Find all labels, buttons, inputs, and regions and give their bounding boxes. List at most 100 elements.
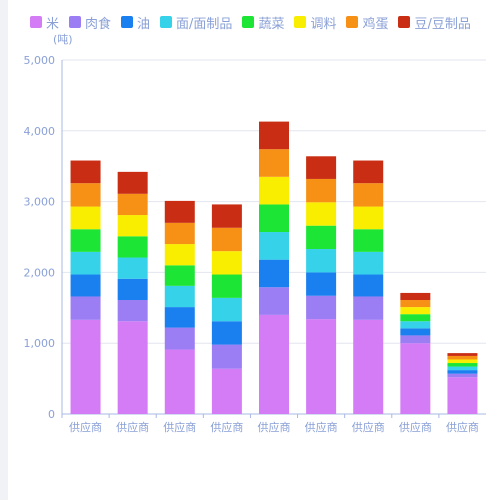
bar-segment: [353, 229, 384, 252]
legend-item[interactable]: 鸡蛋: [346, 13, 388, 32]
legend-swatch: [30, 16, 42, 28]
bar-segment: [211, 344, 242, 369]
bar-segment: [353, 206, 384, 230]
chart-legend: 米 肉食 油 面/面制品 蔬菜 调料 鸡蛋 豆/豆制品: [30, 12, 471, 32]
legend-label: 米: [46, 16, 60, 32]
bar-segment: [306, 156, 337, 179]
y-tick-label: 1,000: [24, 337, 56, 350]
x-tick-label: 供应商: [163, 420, 196, 434]
bar-segment: [259, 232, 289, 260]
legend-item[interactable]: 油: [121, 13, 150, 32]
bar-segment: [70, 183, 101, 207]
bar-segment: [70, 319, 101, 414]
bar-segment: [70, 274, 101, 297]
bar-segment: [400, 321, 431, 329]
bar-segment: [117, 171, 148, 194]
bar-segment: [447, 353, 478, 356]
legend-item[interactable]: 肉食: [69, 13, 111, 32]
bar-segment: [259, 314, 289, 414]
bar-segment: [306, 178, 337, 203]
bar-segment: [353, 251, 384, 275]
x-tick-label: 供应商: [210, 420, 243, 434]
bar-segment: [259, 204, 289, 233]
bar-segment: [211, 297, 242, 322]
bar-segment: [211, 251, 242, 275]
y-tick-label: 4,000: [24, 125, 56, 138]
bar-segment: [164, 265, 195, 286]
legend-label: 鸡蛋: [362, 16, 389, 32]
legend-swatch: [69, 16, 82, 28]
legend-swatch: [160, 16, 173, 28]
bar-segment: [117, 321, 148, 414]
legend-item[interactable]: 米: [30, 13, 59, 32]
x-tick-label: 供应商: [69, 420, 102, 434]
bar-segment: [70, 160, 101, 184]
left-edge-strip: [0, 0, 8, 500]
bar-segment: [447, 370, 478, 374]
bar-segment: [164, 244, 195, 266]
bar-segment: [306, 202, 337, 226]
bar-segment: [447, 377, 478, 414]
x-tick-label: 供应商: [446, 420, 479, 434]
bar-segment: [164, 222, 195, 245]
bar-segment: [164, 349, 195, 414]
legend-label: 豆/豆制品: [414, 16, 471, 32]
bar-segment: [400, 328, 431, 336]
bar-segment: [353, 160, 384, 184]
legend-label: 肉食: [85, 16, 112, 32]
bar-segment: [70, 296, 101, 320]
x-tick-label: 供应商: [305, 420, 338, 434]
bar-segment: [447, 363, 478, 367]
bar-segment: [259, 121, 289, 150]
legend-item[interactable]: 调料: [294, 13, 336, 32]
bar-segment: [164, 307, 195, 328]
x-tick-label: 供应商: [258, 420, 291, 434]
bar-segment: [400, 314, 431, 322]
bar-segment: [353, 296, 384, 320]
bar-segment: [117, 236, 148, 258]
bar-segment: [211, 274, 242, 298]
bar-segment: [306, 249, 337, 273]
bar-segment: [211, 321, 242, 345]
bar-segment: [164, 200, 195, 223]
bar-segment: [447, 359, 478, 364]
bar-segment: [353, 319, 384, 414]
bar-segment: [400, 300, 431, 308]
bar-segment: [259, 149, 289, 177]
bar-segment: [259, 176, 289, 205]
bar-segment: [400, 307, 431, 315]
bar-segment: [353, 183, 384, 207]
bar-segment: [211, 368, 242, 414]
y-axis-unit: (吨): [53, 33, 73, 46]
x-tick-label: 供应商: [399, 420, 432, 434]
legend-swatch: [121, 16, 134, 28]
y-tick-label: 2,000: [24, 266, 56, 279]
bar-segment: [117, 193, 148, 216]
legend-label: 蔬菜: [258, 16, 285, 32]
bar-segment: [117, 215, 148, 237]
legend-item[interactable]: 蔬菜: [242, 13, 284, 32]
bar-segment: [70, 251, 101, 275]
bar-segment: [400, 335, 431, 344]
legend-swatch: [294, 16, 307, 28]
bar-segment: [447, 366, 478, 371]
bar-segment: [259, 259, 289, 288]
legend-item[interactable]: 豆/豆制品: [398, 13, 471, 32]
bar-segment: [306, 319, 337, 414]
bar-segment: [70, 206, 101, 230]
legend-item[interactable]: 面/面制品: [160, 13, 232, 32]
y-tick-label: 3,000: [24, 196, 56, 209]
bar-segment: [117, 257, 148, 279]
bar-segment: [164, 285, 195, 308]
bar-segment: [164, 327, 195, 350]
bar-segment: [306, 295, 337, 320]
legend-label: 面/面制品: [176, 16, 233, 32]
legend-swatch: [346, 16, 359, 28]
bar-segment: [353, 274, 384, 297]
bar-segment: [400, 292, 431, 301]
legend-label: 油: [137, 16, 151, 32]
bar-segment: [306, 272, 337, 296]
x-tick-label: 供应商: [116, 420, 149, 434]
x-tick-label: 供应商: [352, 420, 385, 434]
